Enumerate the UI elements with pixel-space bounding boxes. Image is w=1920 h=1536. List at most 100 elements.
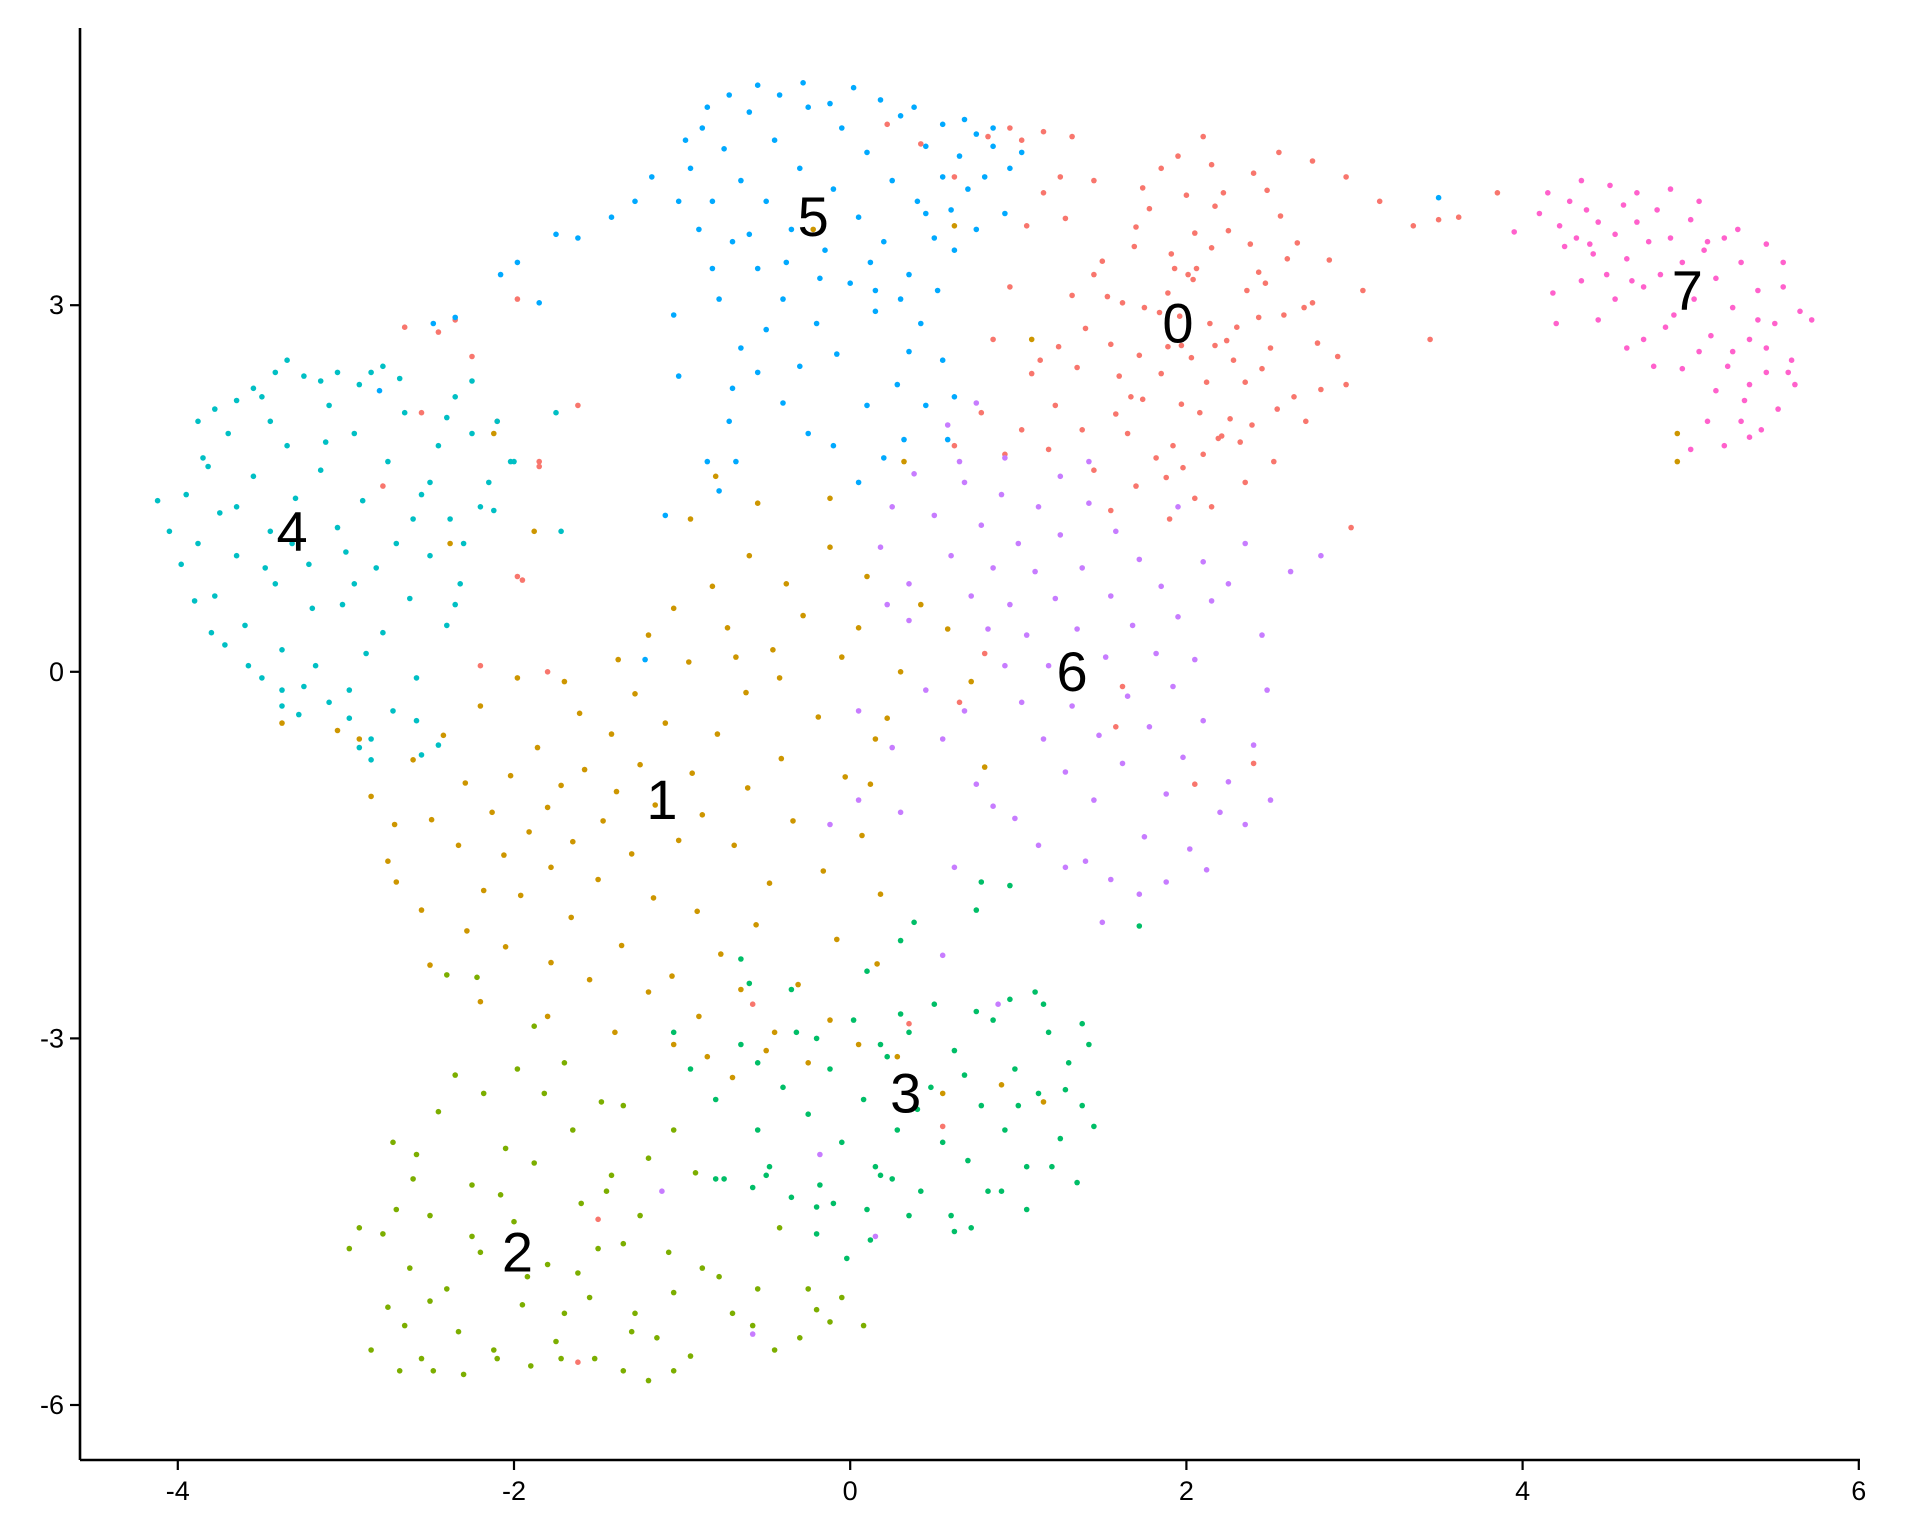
point-cluster-1 (544, 804, 551, 811)
point-cluster-0 (1099, 258, 1106, 265)
point-cluster-3 (998, 1188, 1005, 1194)
point-cluster-1 (696, 1013, 702, 1020)
point-cluster-2 (444, 972, 450, 978)
point-cluster-0 (1281, 312, 1287, 318)
point-cluster-1 (766, 880, 773, 886)
point-cluster-3 (788, 1194, 795, 1201)
point-cluster-7 (1738, 259, 1744, 266)
point-cluster-7 (1595, 317, 1601, 323)
point-cluster-1 (628, 851, 635, 857)
point-cluster-6 (1113, 528, 1119, 535)
point-cluster-7 (1780, 259, 1786, 266)
point-cluster-7 (1645, 238, 1652, 245)
point-cluster-4 (233, 552, 240, 559)
point-cluster-7 (1578, 177, 1585, 184)
point-cluster-2 (480, 1090, 487, 1097)
point-cluster-1 (455, 842, 462, 849)
point-cluster-5 (376, 387, 383, 394)
point-cluster-0 (1255, 269, 1262, 276)
point-cluster-2 (692, 1170, 699, 1176)
point-cluster-1 (534, 744, 541, 751)
point-cluster-6 (931, 512, 938, 519)
point-cluster-2 (575, 1270, 581, 1276)
point-cluster-5 (827, 100, 833, 107)
point-cluster-7 (1735, 226, 1741, 233)
point-cluster-1 (754, 500, 761, 507)
point-cluster-6 (884, 601, 890, 608)
point-cluster-0 (536, 458, 542, 465)
point-cluster-4 (435, 442, 442, 449)
point-cluster-7 (1612, 231, 1618, 238)
point-cluster-0 (1200, 133, 1206, 140)
point-cluster-2 (586, 1294, 593, 1301)
point-cluster-1 (514, 675, 521, 681)
point-cluster-4 (250, 473, 257, 480)
point-cluster-6 (1187, 846, 1193, 852)
point-cluster-6 (1200, 559, 1206, 565)
cluster-7-points (1511, 177, 1815, 453)
point-cluster-4 (368, 736, 374, 742)
point-cluster-1 (334, 727, 341, 734)
point-cluster-6 (1108, 593, 1114, 599)
point-cluster-3 (805, 1111, 811, 1117)
point-cluster-0 (1091, 177, 1097, 184)
point-cluster-5 (797, 363, 803, 370)
point-cluster-0 (1057, 174, 1064, 180)
point-cluster-1 (724, 625, 731, 631)
point-cluster-0 (1200, 451, 1206, 458)
point-cluster-4 (346, 715, 353, 721)
point-cluster-5 (990, 143, 996, 150)
point-cluster-1 (670, 605, 677, 612)
point-cluster-4 (205, 463, 211, 470)
point-cluster-5 (800, 80, 806, 86)
point-cluster-6 (1264, 687, 1270, 693)
point-cluster-4 (178, 561, 184, 568)
point-cluster-7 (1583, 207, 1590, 213)
point-cluster-1 (998, 1082, 1005, 1088)
point-cluster-0 (575, 402, 581, 409)
point-cluster-6 (998, 491, 1005, 498)
point-cluster-1 (815, 714, 822, 720)
point-cluster-1 (418, 907, 425, 913)
point-cluster-2 (754, 1286, 761, 1292)
point-cluster-6 (1170, 683, 1176, 690)
point-cluster-6 (1096, 732, 1102, 739)
point-cluster-0 (1113, 411, 1119, 417)
point-cluster-0 (536, 463, 542, 470)
point-cluster-5 (805, 430, 811, 437)
point-cluster-0 (435, 329, 442, 335)
point-cluster-2 (390, 1139, 396, 1146)
point-cluster-4 (460, 540, 467, 547)
point-cluster-4 (393, 540, 400, 547)
point-cluster-0 (1171, 265, 1178, 272)
point-cluster-3 (911, 919, 917, 926)
point-cluster-7 (1511, 229, 1517, 235)
point-cluster-4 (359, 497, 366, 504)
point-cluster-4 (259, 675, 265, 681)
point-cluster-0 (1124, 430, 1131, 437)
point-cluster-4 (317, 378, 324, 384)
point-cluster-7 (1640, 336, 1647, 343)
point-cluster-2 (494, 1355, 501, 1362)
point-cluster-4 (351, 430, 358, 437)
point-cluster-2 (418, 1355, 425, 1362)
point-cluster-0 (951, 174, 958, 180)
point-cluster-1 (867, 781, 874, 787)
point-cluster-5 (733, 458, 739, 465)
point-cluster-1 (877, 891, 884, 897)
point-cluster-0 (514, 573, 521, 580)
point-cluster-0 (1166, 516, 1173, 522)
point-cluster-0 (1212, 203, 1218, 209)
point-cluster-0 (1284, 255, 1291, 262)
point-cluster-5 (797, 165, 803, 172)
point-cluster-4 (191, 598, 198, 604)
point-cluster-4 (279, 647, 285, 653)
point-cluster-0 (1018, 427, 1025, 433)
point-cluster-0 (1301, 304, 1307, 311)
point-cluster-6 (906, 581, 912, 587)
point-cluster-4 (279, 703, 285, 709)
point-cluster-2 (519, 1302, 526, 1308)
point-cluster-6 (1007, 601, 1013, 608)
point-cluster-6 (1069, 703, 1075, 709)
